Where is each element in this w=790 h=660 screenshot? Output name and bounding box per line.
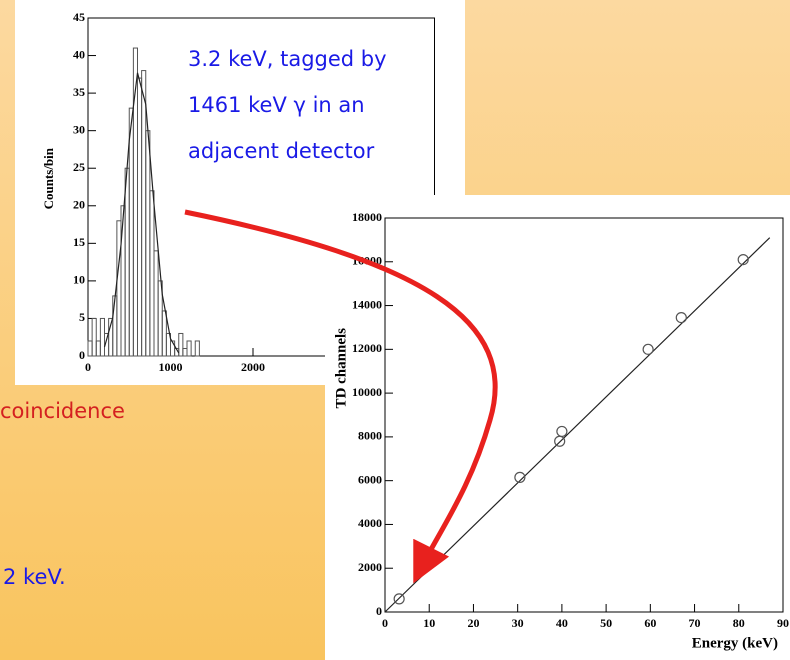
histogram-bar [178, 332, 184, 357]
chart-panel [325, 195, 790, 660]
x-tick-label: 0 [382, 616, 388, 630]
x-tick-label: 70 [689, 616, 701, 630]
data-point [556, 425, 568, 438]
x-tick-label: 40 [556, 616, 568, 630]
y-tick-label: 0 [376, 604, 382, 618]
annotation: adjacent detector [188, 139, 375, 163]
annotation: 3.2 keV, tagged by [188, 47, 387, 71]
y-tick-label: 5 [79, 310, 85, 324]
fit-line [103, 72, 180, 354]
y-tick-label: 2000 [358, 560, 382, 574]
y-tick-label: 20 [73, 198, 85, 212]
y-tick-label: 15 [73, 235, 85, 249]
y-tick-label: 18000 [352, 210, 382, 224]
x-tick-label: 60 [644, 616, 656, 630]
arrow [184, 209, 498, 584]
plot-frame [384, 217, 784, 613]
text-fragment: 2 keV. [3, 565, 66, 589]
data-point [737, 253, 749, 266]
data-point [642, 343, 654, 355]
y-tick-label: 35 [73, 85, 85, 99]
text-fragment: coincidence [0, 399, 125, 423]
x-tick-label: 0 [85, 360, 91, 374]
x-tick-label: 10 [423, 616, 435, 630]
y-axis-title: Counts/bin [41, 147, 56, 209]
y-tick-label: 40 [73, 47, 85, 61]
y-tick-label: 30 [73, 122, 85, 136]
y-tick-label: 8000 [358, 429, 382, 443]
x-tick-label: 20 [467, 616, 479, 630]
x-tick-label: 30 [512, 616, 524, 630]
histogram-bar [194, 340, 200, 357]
y-axis-title: TD channels [333, 328, 349, 409]
y-tick-label: 45 [73, 10, 85, 24]
data-point [514, 471, 526, 483]
x-tick-label: 50 [600, 616, 612, 630]
histogram-bar [186, 340, 192, 357]
x-tick-label: 1000 [159, 360, 183, 374]
y-tick-label: 14000 [352, 297, 382, 311]
y-tick-label: 0 [79, 348, 85, 362]
x-axis-title: Energy (keV) [692, 635, 778, 651]
x-tick-label: 90 [777, 616, 789, 630]
fit-line [384, 237, 771, 613]
y-tick-label: 10 [73, 273, 85, 287]
annotation: 1461 keV γ in an [188, 93, 365, 117]
x-tick-label: 80 [733, 616, 745, 630]
y-tick-label: 6000 [358, 472, 382, 486]
data-point [675, 311, 687, 324]
x-tick-label: 2000 [241, 360, 265, 374]
y-tick-label: 25 [73, 160, 85, 174]
y-tick-label: 12000 [352, 341, 382, 355]
y-tick-label: 4000 [358, 516, 382, 530]
y-tick-label: 10000 [352, 385, 382, 399]
data-point [393, 593, 405, 605]
histogram-bar [91, 317, 97, 357]
plot-frame [87, 17, 435, 357]
